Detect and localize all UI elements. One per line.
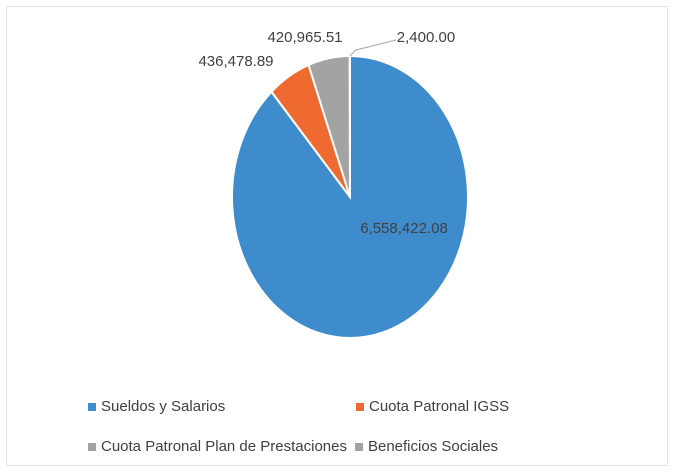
legend-label-beneficios: Beneficios Sociales [367, 438, 499, 455]
legend-label-igss: Cuota Patronal IGSS [369, 398, 510, 415]
data-label-igss: 436,478.89 [198, 53, 273, 70]
legend-item-beneficios: Beneficios Sociales [354, 438, 499, 455]
legend-label-plan-prestaciones: Cuota Patronal Plan de Prestaciones [101, 438, 347, 455]
legend-swatch-plan-prestaciones [88, 442, 96, 451]
data-label-sueldos: 6,558,422.08 [360, 220, 448, 237]
leader-line-beneficios [349, 39, 397, 57]
legend-swatch-sueldos [88, 402, 96, 411]
legend-item-sueldos: Sueldos y Salarios [88, 398, 225, 415]
legend-row-1: Sueldos y Salarios Cuota Patronal IGSS [88, 398, 509, 415]
legend-swatch-igss [356, 402, 364, 411]
legend-item-igss: Cuota Patronal IGSS [356, 398, 509, 415]
legend-row-2: Cuota Patronal Plan de Prestaciones Bene… [88, 438, 498, 455]
data-label-plan-prestaciones: 420,965.51 [267, 29, 342, 46]
data-label-beneficios: 2,400.00 [397, 29, 455, 46]
legend-swatch-beneficios [354, 442, 363, 451]
legend-label-sueldos: Sueldos y Salarios [101, 398, 226, 415]
legend-item-plan-prestaciones: Cuota Patronal Plan de Prestaciones [88, 438, 347, 455]
